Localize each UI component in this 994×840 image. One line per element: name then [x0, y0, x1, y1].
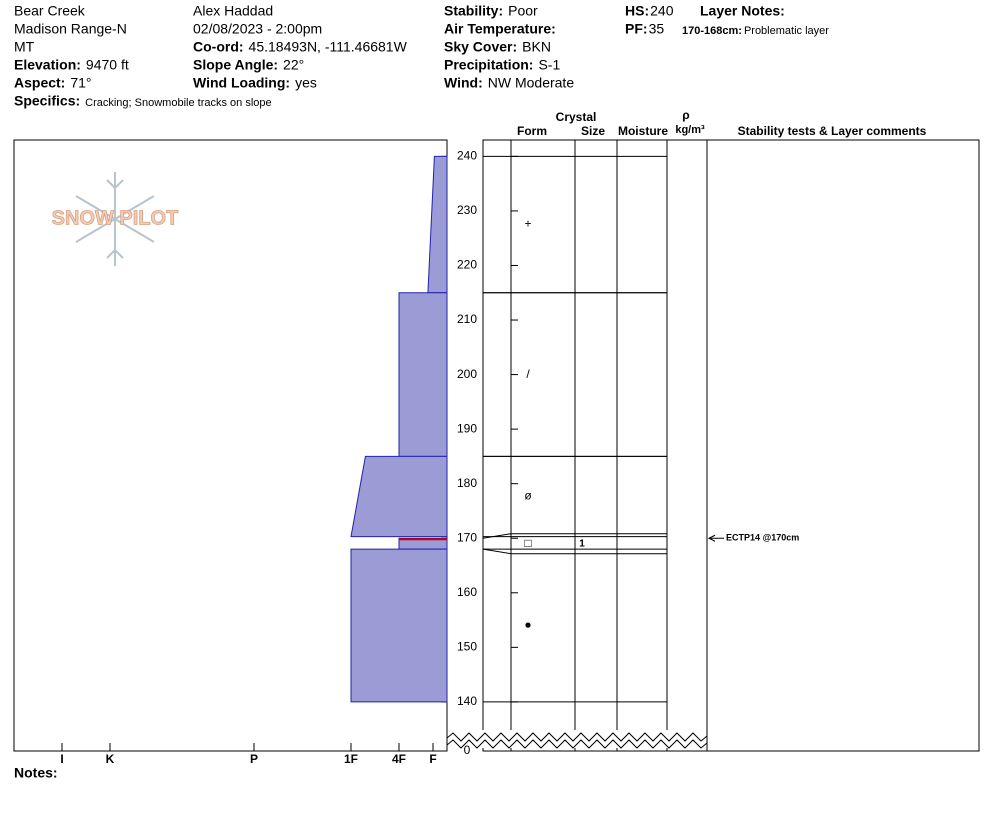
- field-label: PF:: [625, 21, 648, 37]
- field-value: Poor: [508, 3, 538, 19]
- hardness-layer: [398, 292, 448, 457]
- hardness-layer: [427, 155, 448, 294]
- note-range: 170-168cm:: [682, 25, 742, 37]
- layer-boundary: [482, 548, 512, 555]
- col-header: Crystal: [556, 110, 597, 124]
- column-lines: [510, 140, 708, 751]
- hardness-layer: [350, 548, 448, 703]
- y-tick-label: 160: [457, 585, 477, 599]
- field-label: Sky Cover:: [444, 39, 517, 55]
- y-tick-label: 200: [457, 367, 477, 381]
- col-header: kg/m³: [675, 124, 705, 136]
- field-value: 9470 ft: [86, 57, 129, 73]
- y-tick-label: 230: [457, 203, 477, 217]
- field-label: Specifics:: [14, 93, 80, 109]
- col-header: Form: [517, 124, 547, 138]
- field-value: MT: [14, 39, 35, 55]
- test-arrow-head: [707, 534, 716, 542]
- y-tick-label: 210: [457, 312, 477, 326]
- field-value: NW Moderate: [488, 75, 575, 91]
- field-label: Precipitation:: [444, 57, 533, 73]
- grain-form: +: [524, 217, 531, 231]
- note-text: Problematic layer: [744, 25, 829, 37]
- field-value: Cracking; Snowmobile tracks on slope: [85, 97, 271, 109]
- field-label: Elevation:: [14, 57, 81, 73]
- field-label: Stability:: [444, 3, 503, 19]
- field-value: 02/08/2023 - 2:00pm: [193, 21, 322, 37]
- x-tick-label: K: [106, 752, 115, 766]
- x-tick-label: 4F: [392, 752, 406, 766]
- field-value: BKN: [522, 39, 551, 55]
- grain-form: ●: [524, 618, 531, 632]
- y-tick-label: 220: [457, 258, 477, 272]
- field-value: 35: [649, 21, 665, 37]
- y-tick-label: 150: [457, 640, 477, 654]
- field-value: Alex Haddad: [193, 3, 273, 19]
- field-value: 71°: [70, 75, 91, 91]
- y-tick-label: 170: [457, 530, 477, 544]
- y-tick-label: 0: [464, 743, 471, 757]
- y-tick-label: 140: [457, 694, 477, 708]
- col-header: Stability tests & Layer comments: [738, 124, 927, 138]
- field-value: 45.18493N, -111.46681W: [249, 39, 408, 55]
- test-label: ECTP14 @170cm: [726, 533, 799, 543]
- notes-label: Notes:: [14, 765, 58, 781]
- field-label: Wind Loading:: [193, 75, 290, 91]
- grain-form: ø: [524, 489, 532, 503]
- axis-break: [446, 732, 708, 749]
- col-header: Size: [581, 124, 605, 138]
- field-label: Layer Notes:: [700, 3, 785, 19]
- field-label: Aspect:: [14, 75, 65, 91]
- col-header: ρ: [682, 108, 689, 122]
- logo: [75, 172, 155, 266]
- y-tick-label: 180: [457, 476, 477, 490]
- field-value: S-1: [538, 57, 560, 73]
- field-label: Slope Angle:: [193, 57, 278, 73]
- field-value: 240: [650, 3, 674, 19]
- field-label: Wind:: [444, 75, 483, 91]
- field-label: Co-ord:: [193, 39, 244, 55]
- y-tick-label: 190: [457, 421, 477, 435]
- field-label: Air Temperature:: [444, 21, 556, 37]
- field-value: Bear Creek: [14, 3, 86, 19]
- y-tick-label: 240: [457, 149, 477, 163]
- field-value: 22°: [283, 57, 304, 73]
- x-tick-label: I: [60, 752, 63, 766]
- layer-boundary: [482, 533, 512, 539]
- logo-text: SNOW PILOT: [52, 207, 179, 229]
- hardness-layer: [350, 455, 448, 538]
- x-tick-label: P: [250, 752, 258, 766]
- table-frame: [482, 139, 980, 752]
- grain-form: /: [526, 367, 530, 381]
- x-tick-label: F: [429, 752, 436, 766]
- x-tick-label: 1F: [344, 752, 358, 766]
- grain-size: 1: [579, 538, 585, 549]
- field-value: Madison Range-N: [14, 21, 127, 37]
- field-value: yes: [295, 75, 317, 91]
- field-label: HS:: [625, 3, 649, 19]
- col-header: Moisture: [618, 124, 668, 138]
- grain-form: □: [524, 536, 531, 550]
